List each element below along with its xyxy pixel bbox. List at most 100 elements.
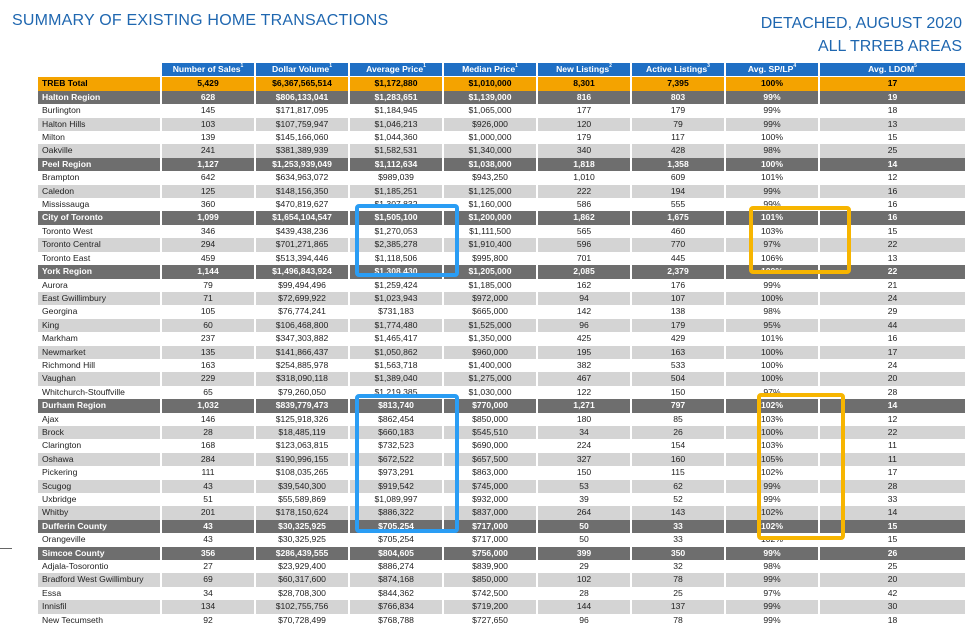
value-cell: 122 [536,385,631,400]
value-cell: 98% [724,305,819,319]
table-row: Whitby 201 $178,150,624 $886,322 $837,000 264… [36,506,965,520]
value-cell: 18 [818,104,965,118]
area-name-cell: Whitby [36,506,161,520]
value-cell: 96 [536,318,631,333]
column-header: Active Listings3 [630,63,725,78]
value-cell: 327 [536,452,631,467]
table-row: Milton 139 $145,166,060 $1,044,360 $1,000,00… [36,131,965,145]
value-cell: $874,168 [348,573,443,587]
value-cell: $286,439,555 [254,546,349,561]
area-name-cell: King [36,318,161,333]
value-cell: 1,127 [160,157,255,172]
value-cell: 96 [536,613,631,628]
value-cell: 28 [818,385,965,400]
value-cell: $1,389,040 [348,372,443,386]
value-cell: 460 [630,224,725,239]
value-cell: 459 [160,251,255,266]
value-cell: $886,274 [348,560,443,574]
value-cell: $813,740 [348,399,443,413]
value-cell: $39,540,300 [254,479,349,493]
value-cell: 24 [818,291,965,306]
value-cell: $1,030,000 [442,385,537,400]
value-cell: 399 [536,546,631,561]
value-cell: $717,000 [442,519,537,534]
value-cell: 39 [536,493,631,507]
value-cell: 53 [536,479,631,493]
value-cell: 143 [630,506,725,520]
value-cell: 222 [536,184,631,199]
value-cell: 26 [630,425,725,440]
value-cell: $470,819,627 [254,198,349,212]
value-cell: $731,183 [348,305,443,319]
value-cell: 78 [630,573,725,587]
value-cell: $1,219,385 [348,385,443,400]
value-cell: $107,759,947 [254,117,349,132]
report-subtitle-line-1: DETACHED, AUGUST 2020 [760,15,962,32]
value-cell: 177 [536,104,631,118]
value-cell: 103% [724,412,819,426]
value-cell: 160 [630,452,725,467]
value-cell: 346 [160,224,255,239]
area-name-cell: Burlington [36,104,161,118]
area-name-cell: Oakville [36,144,161,158]
value-cell: $972,000 [442,291,537,306]
value-cell: 179 [536,131,631,145]
value-cell: 100% [724,291,819,306]
value-cell: 22 [818,238,965,252]
value-cell: 264 [536,506,631,520]
value-cell: 15 [818,519,965,534]
value-cell: 1,032 [160,399,255,413]
value-cell: 13 [818,117,965,132]
value-cell: 101% [724,332,819,346]
value-cell: 1,271 [536,399,631,413]
area-name-cell: Halton Region [36,90,161,105]
column-header: Dollar Volume1 [254,63,349,78]
value-cell: 98% [724,560,819,574]
value-cell: $79,260,050 [254,385,349,400]
area-name-cell: Mississauga [36,198,161,212]
value-cell: 15 [818,224,965,239]
value-cell: 19 [818,90,965,105]
value-cell: 92 [160,613,255,628]
value-cell: 28 [160,425,255,440]
value-cell: 803 [630,90,725,105]
value-cell: $123,063,815 [254,439,349,453]
value-cell: 102% [724,506,819,520]
value-cell: $1,000,000 [442,131,537,145]
value-cell: 350 [630,546,725,561]
value-cell: 98% [724,144,819,158]
value-cell: 12 [818,171,965,185]
value-cell: 99% [724,546,819,561]
value-cell: 596 [536,238,631,252]
value-cell: 609 [630,171,725,185]
value-cell: $705,254 [348,519,443,534]
value-cell: 103 [160,117,255,132]
table-body: TREB Total 5,429 $6,367,565,514 $1,172,880 $… [36,76,965,628]
value-cell: 43 [160,533,255,547]
value-cell: $1,350,000 [442,332,537,346]
value-cell: $1,139,000 [442,90,537,105]
value-cell: 65 [160,385,255,400]
value-cell: 1,862 [536,211,631,225]
value-cell: 43 [160,479,255,493]
value-cell: 99% [724,493,819,507]
table-row: Halton Hills 103 $107,759,947 $1,046,213 $92… [36,117,965,132]
value-cell: 25 [818,560,965,574]
value-cell: $1,185,251 [348,184,443,199]
column-header: Avg. LDOM5 [818,63,965,78]
value-cell: $102,755,756 [254,600,349,614]
report-subtitle: DETACHED, AUGUST 2020 ALL TRREB AREAS [761,12,962,58]
value-cell: 62 [630,479,725,493]
area-name-cell: Georgina [36,305,161,319]
area-name-cell: Peel Region [36,157,161,172]
value-cell: $1,010,000 [442,76,537,91]
value-cell: 429 [630,332,725,346]
value-cell: $148,156,350 [254,184,349,199]
value-cell: 103% [724,439,819,453]
value-cell: 99% [724,573,819,587]
value-cell: 99% [724,184,819,199]
value-cell: 144 [536,600,631,614]
value-cell: $99,494,496 [254,278,349,292]
value-cell: $125,918,326 [254,412,349,426]
value-cell: $141,866,437 [254,345,349,359]
